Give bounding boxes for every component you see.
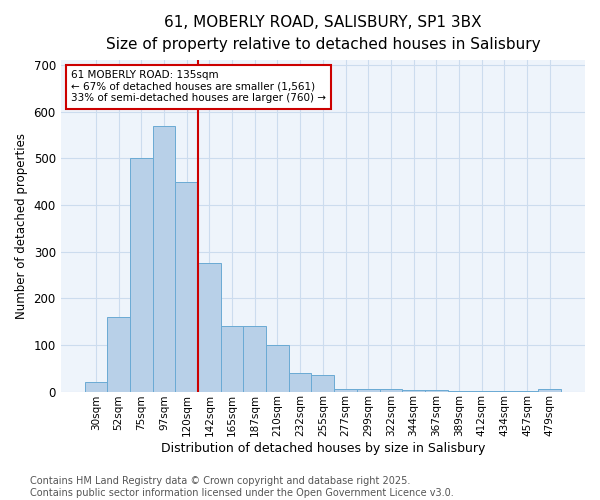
Bar: [289, 373, 311, 392]
Bar: [85, 382, 107, 392]
Bar: [221, 326, 244, 392]
Text: Contains HM Land Registry data © Crown copyright and database right 2025.
Contai: Contains HM Land Registry data © Crown c…: [30, 476, 454, 498]
Bar: [425, 390, 448, 392]
Bar: [152, 126, 175, 392]
Bar: [380, 389, 402, 392]
Bar: [538, 389, 561, 392]
X-axis label: Distribution of detached houses by size in Salisbury: Distribution of detached houses by size …: [161, 442, 485, 455]
Bar: [402, 390, 425, 392]
Y-axis label: Number of detached properties: Number of detached properties: [15, 133, 28, 319]
Bar: [244, 326, 266, 392]
Bar: [357, 389, 380, 392]
Text: 61 MOBERLY ROAD: 135sqm
← 67% of detached houses are smaller (1,561)
33% of semi: 61 MOBERLY ROAD: 135sqm ← 67% of detache…: [71, 70, 326, 103]
Bar: [130, 158, 152, 392]
Bar: [448, 390, 470, 392]
Title: 61, MOBERLY ROAD, SALISBURY, SP1 3BX
Size of property relative to detached house: 61, MOBERLY ROAD, SALISBURY, SP1 3BX Siz…: [106, 15, 540, 52]
Bar: [175, 182, 198, 392]
Bar: [334, 389, 357, 392]
Bar: [266, 345, 289, 392]
Bar: [107, 317, 130, 392]
Bar: [311, 375, 334, 392]
Bar: [198, 263, 221, 392]
